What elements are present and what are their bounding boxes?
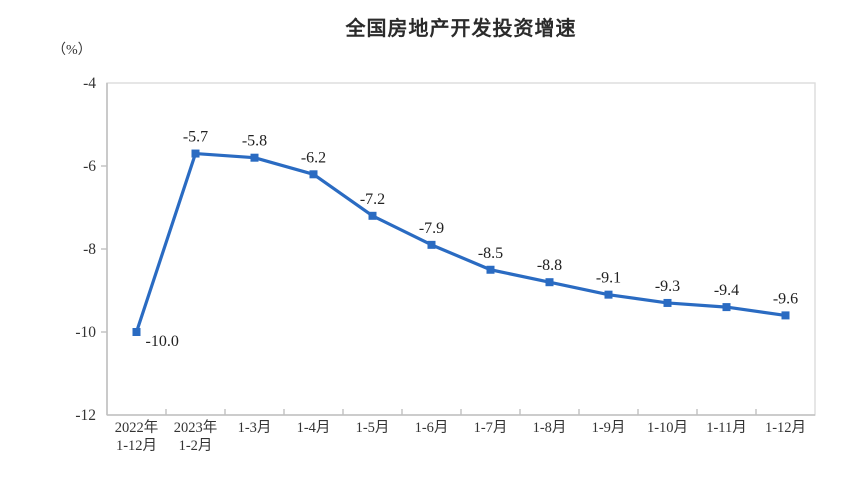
data-point-label: -10.0 — [146, 333, 179, 350]
data-point-marker — [722, 303, 731, 312]
data-point-marker — [427, 240, 436, 249]
data-point-marker — [309, 170, 318, 179]
data-point-label: -9.4 — [714, 282, 739, 299]
chart-title: 全国房地产开发投资增速 — [345, 18, 577, 40]
x-axis-category-label: 1-10月 — [647, 420, 688, 436]
x-axis-category-label: 1-11月 — [706, 420, 747, 436]
y-axis-tick-label: -6 — [83, 158, 96, 175]
data-point-label: -9.3 — [655, 278, 680, 295]
data-point-marker — [250, 153, 259, 162]
x-axis-category-label: 1-7月 — [474, 420, 508, 436]
x-axis-category-label: 1-4月 — [297, 420, 331, 436]
data-point-marker — [132, 328, 141, 336]
data-point-marker — [545, 278, 554, 287]
plot-border — [106, 82, 816, 416]
y-axis-unit-label: （%） — [52, 43, 92, 58]
x-axis-category-label: 1-8月 — [533, 420, 567, 436]
y-axis-tick-label: -4 — [83, 75, 96, 92]
data-point-marker — [191, 149, 200, 158]
data-point-marker — [604, 290, 613, 299]
data-point-label: -5.7 — [183, 129, 208, 146]
data-point-label: -9.1 — [596, 270, 621, 287]
data-point-label: -9.6 — [773, 290, 798, 307]
data-point-label: -7.2 — [360, 191, 385, 208]
x-axis-category-label: 1-3月 — [238, 420, 272, 436]
data-point-marker — [781, 311, 790, 320]
y-axis-tick-label: -12 — [75, 407, 96, 424]
data-point-label: -6.2 — [301, 149, 326, 166]
x-axis-category-label: 1-12月 — [765, 420, 806, 436]
x-axis-category-label: 2023年 1-2月 — [174, 419, 218, 454]
y-axis-tick-label: -10 — [75, 324, 96, 341]
series-line — [134, 151, 788, 334]
data-point-marker — [368, 211, 377, 220]
data-point-marker — [486, 265, 495, 274]
data-point-label: -8.5 — [478, 245, 503, 262]
y-axis-tick-label: -8 — [83, 241, 96, 258]
data-point-marker — [663, 298, 672, 307]
data-point-label: -5.8 — [242, 133, 267, 150]
x-axis-category-label: 1-9月 — [592, 420, 626, 436]
x-axis-category-label: 1-6月 — [415, 420, 449, 436]
x-axis-category-label: 1-5月 — [356, 420, 390, 436]
data-point-label: -8.8 — [537, 257, 562, 274]
data-point-label: -7.9 — [419, 220, 444, 237]
x-axis-category-label: 2022年 1-12月 — [115, 419, 159, 454]
